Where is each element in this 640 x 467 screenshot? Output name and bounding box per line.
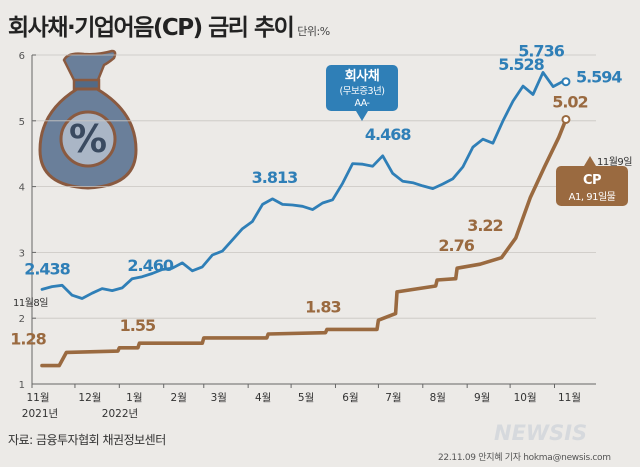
x-tick-label: 9월	[474, 392, 490, 404]
money-bag-percent-icon: %	[38, 49, 138, 190]
corporate-bond-data-label: 5.594	[576, 68, 622, 87]
x-tick-label: 6월	[342, 392, 358, 404]
plot-area: 1 2 3 4 5 6 11월 12월 1월 2월 3월 4월 5월 6월 7월 8월 9월 10월 11월 2021…	[19, 51, 596, 420]
x-tick-label: 10월	[514, 392, 537, 404]
corporate-bond-legend-line: 회사채	[345, 68, 379, 84]
cp-legend-line: A1, 91일물	[569, 191, 616, 203]
cp-line	[40, 117, 568, 368]
cp-data-label: 1.55	[120, 316, 156, 335]
cp-end-point	[561, 114, 571, 124]
x-tick-label: 12월	[78, 392, 101, 404]
x-tick-label: 1월	[126, 392, 142, 404]
byline: 22.11.09 안지혜 기자 hokma@newsis.com	[438, 453, 611, 463]
y-tick-label: 4	[19, 183, 25, 194]
x-tick-label: 11월	[558, 392, 581, 404]
corporate-bond-line	[40, 71, 568, 300]
y-tick-label: 3	[19, 248, 25, 259]
y-tick-label: 6	[19, 51, 25, 62]
x-tick-label: 5월	[298, 392, 314, 404]
cp-data-label: 2.76	[438, 236, 474, 255]
y-tick-label: 1	[19, 380, 25, 391]
newsis-logo: NEWSIS	[494, 421, 588, 445]
x-tick-label: 11월	[26, 392, 49, 404]
cp-data-label: 1.28	[10, 330, 46, 349]
corporate-bond-data-label: 5.736	[518, 41, 564, 60]
svg-text:%: %	[69, 117, 107, 161]
end-date-note: 11월9일	[597, 156, 632, 168]
cp-legend-line: CP	[583, 173, 601, 188]
year-label: 2021년	[22, 408, 58, 420]
corporate-bond-data-label: 3.813	[252, 168, 298, 187]
cp-legend-box: CP A1, 91일물	[556, 156, 628, 206]
x-tick-label: 2월	[171, 392, 187, 404]
start-date-note: 11월8일	[13, 297, 48, 309]
x-tick-label: 7월	[385, 392, 401, 404]
corporate-bond-legend-box: 회사채 (무보증3년)AA-	[326, 65, 398, 121]
cp-data-label: 5.02	[552, 92, 587, 111]
source-note: 자료: 금융투자협회 채권정보센터	[8, 433, 166, 447]
corporate-bond-data-label: 5.528	[498, 55, 544, 74]
cp-data-label: 3.22	[467, 216, 502, 235]
unit-label: 단위:%	[297, 25, 330, 38]
cp-data-label: 1.83	[305, 297, 340, 316]
chart-title: 회사채·기업어음(CP) 금리 추이	[8, 15, 295, 41]
title-area: 회사채·기업어음(CP) 금리 추이 단위:%	[8, 8, 330, 41]
corporate-bond-end-point	[561, 77, 571, 87]
corporate-bond-data-label: 4.468	[365, 125, 411, 144]
corporate-bond-legend-line: (무보증3년)	[340, 86, 385, 97]
x-tick-label: 3월	[211, 392, 227, 404]
x-tick-label: 4월	[255, 392, 271, 404]
y-tick-label: 5	[19, 117, 25, 128]
corporate-bond-legend-line: AA-	[355, 98, 370, 109]
corporate-bond-data-label: 2.438	[24, 259, 70, 278]
corporate-bond-data-label: 2.460	[127, 256, 173, 275]
year-label: 2022년	[102, 408, 138, 420]
x-tick-label: 8월	[430, 392, 446, 404]
y-tick-label: 2	[19, 314, 25, 325]
